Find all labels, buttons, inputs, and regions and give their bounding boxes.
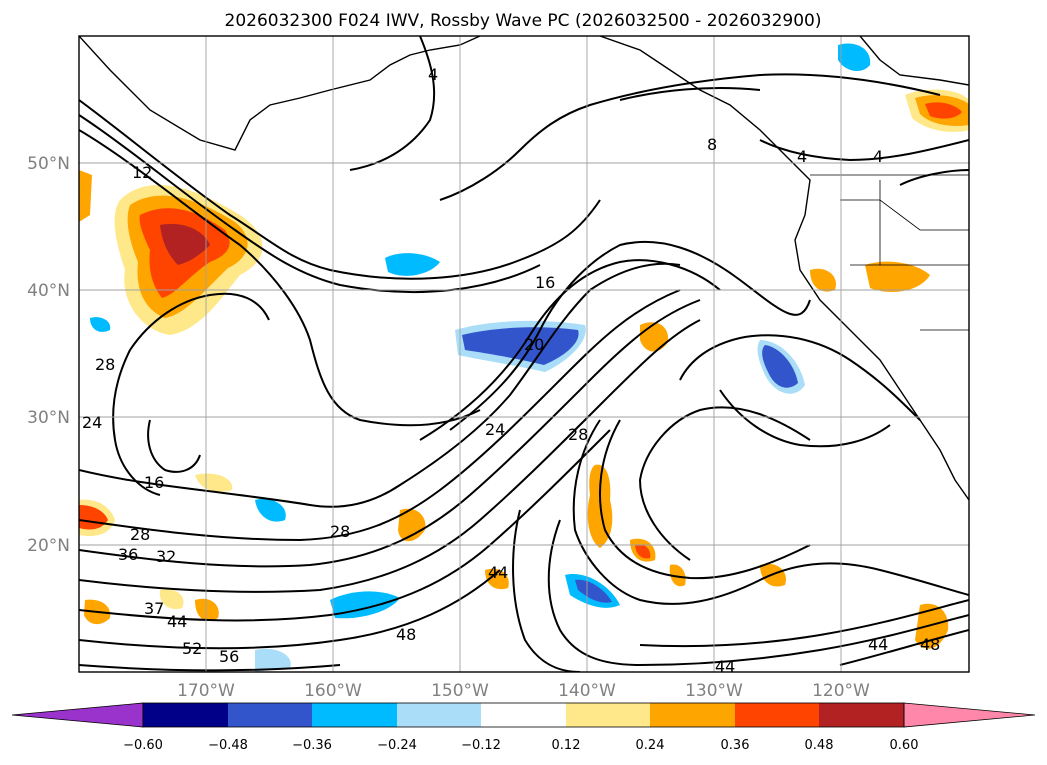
contour-label: 28 [130,525,150,544]
colorbar-extend-low [11,702,144,728]
colorbar-tick: 0.48 [805,738,834,753]
lon-label: 130°W [685,681,743,701]
colorbar-swatch [312,703,397,727]
contour-label: 36 [118,545,138,564]
colorbar-swatch [481,703,566,727]
colorbar-swatch [143,703,228,727]
iwv-contours [79,36,969,672]
lat-label: 20°N [27,536,70,556]
contour-label: 44 [868,635,888,654]
lon-label: 150°W [431,681,489,701]
contour-label: 44 [167,612,187,631]
colorbar-tick: −0.60 [123,738,163,753]
contour-labels: 4 8 4 4 12 16 20 24 28 28 24 16 28 36 32… [82,65,940,676]
colorbar-tick: 0.60 [890,738,919,753]
lat-label: 30°N [27,408,70,428]
lon-label: 120°W [812,681,870,701]
lon-label: 160°W [304,681,362,701]
colorbar-swatch [397,703,481,727]
contour-label: 16 [144,473,164,492]
contour-label: 44 [488,563,508,582]
colorbar-tick: 0.36 [721,738,750,753]
map-panel: 4 8 4 4 12 16 20 24 28 28 24 16 28 36 32… [78,35,970,676]
contour-label: 52 [182,639,202,658]
contour-label: 20 [524,335,544,354]
lon-label: 170°W [177,681,235,701]
colorbar-tick: −0.24 [377,738,417,753]
contour-label: 12 [132,163,152,182]
colorbar-frame [142,702,905,728]
colorbar-swatch [228,703,312,727]
colorbar-swatch [650,703,735,727]
contour-label: 24 [82,413,102,432]
colorbar-tick: 0.24 [636,738,665,753]
colorbar-tick: −0.12 [461,738,501,753]
contour-label: 4 [797,147,807,166]
contour-label: 4 [873,147,883,166]
contour-label: 28 [568,425,588,444]
contour-label: 28 [330,522,350,541]
coastlines [79,36,969,501]
colorbar: −0.60 −0.48 −0.36 −0.24 −0.12 0.12 0.24 … [11,702,1036,753]
contour-label: 56 [219,647,239,666]
lon-label: 140°W [558,681,616,701]
contour-label: 28 [95,355,115,374]
contour-label: 8 [707,135,717,154]
contour-label: 37 [144,599,164,618]
colorbar-extend-high [903,702,1036,728]
anomaly-shading [79,43,969,672]
map-title: 2026032300 F024 IWV, Rossby Wave PC (202… [225,11,822,31]
lat-label: 50°N [27,154,70,174]
colorbar-tick: −0.48 [208,738,248,753]
longitude-labels: 170°W 160°W 150°W 140°W 130°W 120°W [177,681,870,701]
lat-label: 40°N [27,281,70,301]
contour-label: 16 [535,273,555,292]
contour-label: 24 [485,420,505,439]
colorbar-swatch [566,703,650,727]
colorbar-swatch [819,703,904,727]
contour-label: 48 [920,635,940,654]
colorbar-swatch [735,703,819,727]
colorbar-tick: −0.36 [292,738,332,753]
contour-label: 4 [428,65,438,84]
contour-label: 32 [156,547,176,566]
graticule [79,36,969,672]
colorbar-tick: 0.12 [552,738,581,753]
latitude-labels: 50°N 40°N 30°N 20°N [27,154,70,556]
map-frame [78,35,970,673]
contour-label: 48 [396,625,416,644]
contour-label: 44 [715,657,735,676]
